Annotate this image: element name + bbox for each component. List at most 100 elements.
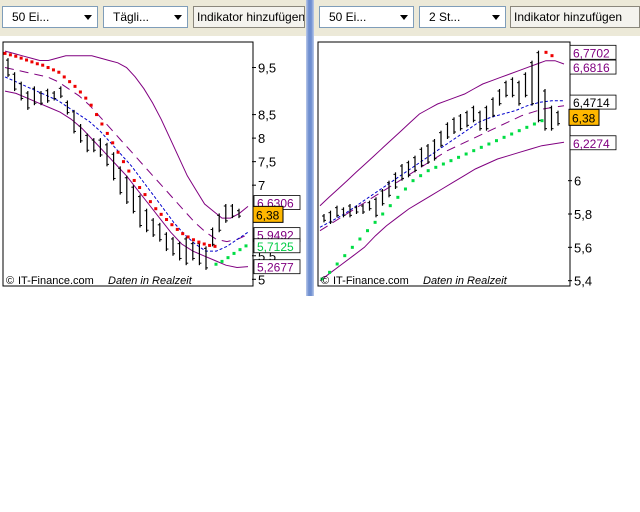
- indicator-value-box: [569, 135, 617, 151]
- sar-dot-red: [154, 207, 158, 211]
- sar-dot-red: [89, 103, 93, 107]
- sar-dot-red: [62, 75, 66, 79]
- sar-dot-green: [388, 204, 392, 208]
- sar-dot-green: [244, 244, 248, 248]
- moving-average-long: [319, 105, 565, 232]
- sar-dot-green: [396, 195, 400, 199]
- sar-dot-green: [494, 139, 498, 143]
- sar-dot-red: [84, 96, 88, 100]
- sar-dot-green: [403, 187, 407, 191]
- toolbar-right: 50 Ei... 2 St... Indikator hinzufügen: [314, 0, 640, 37]
- moving-average-short: [319, 100, 564, 228]
- sar-dot-red: [95, 113, 99, 117]
- upper-bollinger-band: [4, 50, 249, 219]
- y-tick-label: 5,6: [574, 240, 592, 255]
- sar-dot-green: [532, 122, 536, 126]
- lower-bollinger-band: [319, 141, 565, 282]
- y-tick-label: 6: [574, 174, 581, 189]
- sar-dot-green: [232, 251, 236, 255]
- sar-dot-red: [19, 56, 23, 60]
- sar-dot-green: [328, 270, 332, 274]
- sar-dot-red: [170, 223, 174, 227]
- sar-dot-red: [35, 62, 39, 66]
- sar-dot-red: [138, 186, 142, 190]
- sar-dot-green: [381, 212, 385, 216]
- sar-dot-green: [479, 145, 483, 149]
- y-tick-label: 8,5: [258, 108, 276, 123]
- sar-dot-green: [434, 165, 438, 169]
- chevron-down-icon: [395, 7, 413, 27]
- current-price-tag: [252, 205, 284, 223]
- sar-dot-green: [320, 277, 324, 281]
- indicator-value-label: 6,6816: [573, 61, 610, 75]
- sar-dot-green: [350, 245, 354, 249]
- chevron-down-icon: [487, 7, 505, 27]
- copyright-icon: ©: [6, 275, 14, 287]
- sar-dot-red: [550, 54, 554, 58]
- indicator-value-label: 6,4714: [573, 96, 610, 110]
- candle-count-dropdown[interactable]: 50 Ei...: [319, 6, 414, 28]
- sar-dot-red: [165, 218, 169, 222]
- sar-dot-red: [73, 84, 77, 88]
- sar-dot-green: [335, 262, 339, 266]
- indicator-value-label: 6,7702: [573, 46, 610, 60]
- sar-dot-green: [226, 256, 230, 260]
- indicator-value-label: 6,2274: [573, 137, 610, 151]
- sar-dot-red: [78, 90, 82, 94]
- chevron-down-icon: [79, 7, 97, 27]
- sar-dot-green: [510, 132, 514, 136]
- sar-dot-green: [366, 229, 370, 233]
- y-tick-label: 5: [258, 272, 265, 287]
- sar-dot-green: [457, 155, 461, 159]
- indicator-value-box: [569, 44, 617, 60]
- sar-dot-red: [121, 160, 125, 164]
- sar-dot-green: [214, 262, 218, 266]
- add-indicator-button[interactable]: Indikator hinzufügen: [510, 6, 640, 28]
- sar-dot-red: [14, 54, 18, 58]
- indicator-value-label: 5,2677: [257, 261, 294, 275]
- chart-panel-right: 6 5,8 5,6 5,4 6,7702 6,6816 6,4714 6,38 6,2274 ©…: [314, 36, 640, 296]
- sar-dot-green: [464, 152, 468, 156]
- sar-dot-red: [57, 70, 61, 74]
- watermark-note: Daten in Realzeit: [108, 275, 193, 287]
- sar-dot-green: [487, 142, 491, 146]
- y-tick-label: 8: [258, 131, 265, 146]
- sar-dot-red: [143, 193, 147, 197]
- sar-dot-red: [208, 243, 212, 247]
- sar-dot-red: [197, 240, 201, 244]
- sar-dot-red: [175, 227, 179, 231]
- interval-dropdown[interactable]: Tägli...: [103, 6, 188, 28]
- watermark-brand: IT-Finance.com: [18, 275, 94, 287]
- sar-dot-green: [343, 254, 347, 258]
- candle-count-value: 50 Ei...: [329, 10, 367, 24]
- sar-dot-red: [159, 212, 163, 216]
- sar-dot-red: [202, 242, 206, 246]
- sar-dot-red: [8, 53, 12, 57]
- plot-frame: [2, 41, 254, 287]
- y-tick-label: 9,5: [258, 61, 276, 76]
- sar-dot-red: [148, 200, 152, 204]
- panel-splitter[interactable]: [306, 0, 314, 296]
- sar-dot-green: [373, 220, 377, 224]
- indicator-value-label: 5,7125: [257, 240, 294, 254]
- sar-dot-green: [502, 135, 506, 139]
- copyright-icon: ©: [321, 275, 329, 287]
- current-price-label: 6,38: [256, 208, 280, 222]
- interval-dropdown[interactable]: 2 St...: [419, 6, 506, 28]
- y-tick-label: 5,4: [574, 274, 592, 289]
- candle-count-dropdown[interactable]: 50 Ei...: [2, 6, 98, 28]
- indicator-value-box: [253, 259, 301, 275]
- candle-count-value: 50 Ei...: [12, 10, 50, 24]
- chart-panel-left: 9,5 8,5 8 7,5 7 5,5 5 6,6306 6,38 5,9492 5,7125 5,2…: [0, 36, 306, 296]
- sar-dot-green: [441, 162, 445, 166]
- price-chart-daily[interactable]: 9,58,587,575,556,63066,385,94925,71255,2…: [0, 36, 306, 296]
- interval-value: 2 St...: [429, 10, 461, 24]
- upper-bollinger-band: [319, 60, 565, 207]
- sar-dot-green: [220, 259, 224, 263]
- sar-dot-green: [517, 129, 521, 133]
- sar-dot-red: [186, 235, 190, 239]
- sar-dot-red: [46, 66, 50, 70]
- moving-average-short: [4, 76, 249, 252]
- add-indicator-button[interactable]: Indikator hinzufügen: [193, 6, 305, 28]
